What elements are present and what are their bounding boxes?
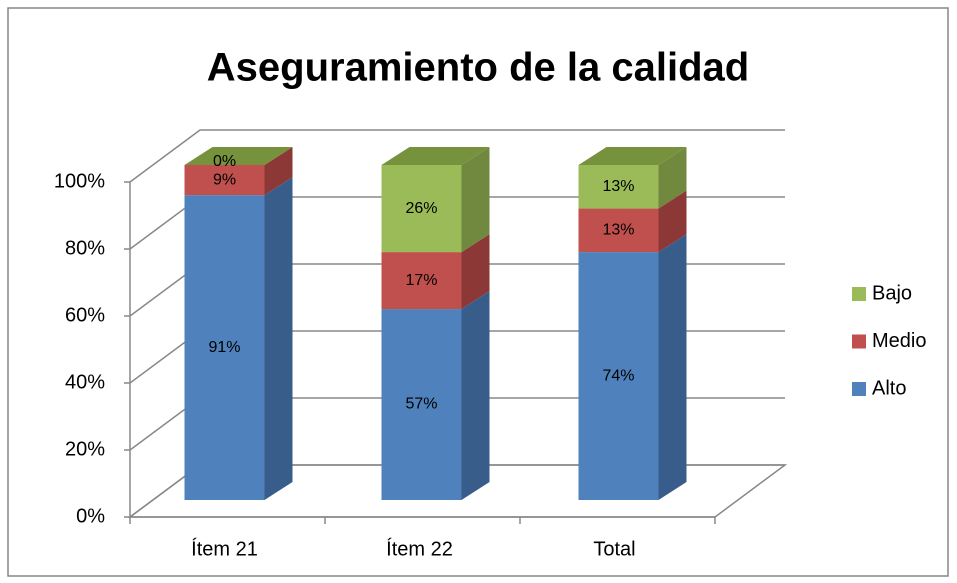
bar-segment — [184, 195, 265, 500]
legend-label: Medio — [872, 330, 926, 352]
grid-line — [129, 129, 785, 183]
bar-segment — [578, 208, 659, 253]
bar-top — [184, 147, 293, 165]
data-label: 57% — [405, 396, 437, 413]
bar-segment — [184, 165, 265, 196]
data-label: 13% — [602, 222, 634, 239]
data-label: 9% — [213, 171, 236, 188]
y-tick-label: 20% — [65, 438, 105, 460]
legend-label: Bajo — [872, 282, 912, 304]
bar-side — [461, 234, 490, 310]
data-label: 74% — [602, 367, 634, 384]
bar-segment — [578, 165, 659, 209]
y-tick-label: 40% — [65, 371, 105, 393]
bar-side — [264, 177, 293, 500]
x-tick-label: Ítem 21 — [191, 537, 258, 560]
data-label: 13% — [602, 178, 634, 195]
y-tick-label: 100% — [54, 170, 105, 192]
legend-swatch — [852, 334, 866, 349]
data-label: 17% — [405, 272, 437, 289]
bar-side — [658, 147, 687, 209]
x-tick-label: Ítem 22 — [386, 537, 453, 560]
bar-segment — [578, 252, 659, 500]
y-tick-label: 0% — [76, 505, 105, 527]
y-tick-label: 80% — [65, 237, 105, 259]
bar-segment — [381, 165, 462, 253]
bar-top — [381, 147, 490, 165]
legend-label: Alto — [872, 377, 906, 399]
bar-side — [264, 147, 293, 196]
bar-side — [658, 234, 687, 500]
bar-side — [461, 147, 490, 253]
bar-side — [461, 291, 490, 500]
data-label: 0% — [213, 153, 236, 170]
data-label: 26% — [405, 200, 437, 217]
bar-segment — [381, 252, 462, 310]
x-tick-label: Total — [593, 538, 635, 560]
legend-swatch — [852, 287, 866, 301]
bar-top — [578, 147, 687, 165]
data-label: 91% — [208, 339, 240, 356]
y-tick-label: 60% — [65, 304, 105, 326]
chart-title: Aseguramiento de la calidad — [207, 46, 749, 90]
legend-swatch — [852, 382, 866, 396]
bar-segment — [381, 309, 462, 500]
bar-side — [658, 190, 687, 253]
